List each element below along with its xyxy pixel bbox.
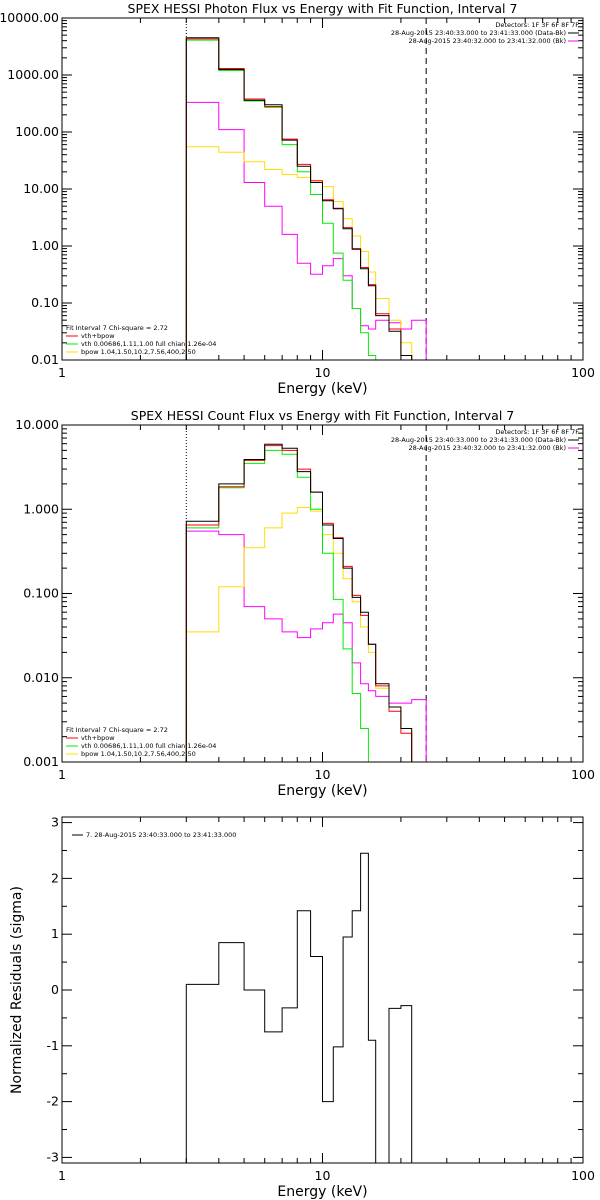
series-line-0 — [185, 443, 413, 762]
panel-1: SPEX HESSI Photon Flux vs Energy with Fi… — [0, 1, 595, 397]
y-tick-label: 0 — [51, 982, 59, 997]
y-tick-label: 10.000 — [15, 417, 59, 432]
series-line-4 — [185, 101, 427, 360]
series-line-4 — [185, 530, 427, 762]
series-line-2 — [185, 39, 377, 360]
legend-item-label: 7. 28-Aug-2015 23:40:33.000 to 23:41:33.… — [86, 831, 236, 839]
y-tick-label: 2 — [51, 870, 59, 885]
series-group — [185, 852, 413, 1163]
y-tick-label: -2 — [47, 1094, 59, 1109]
x-tick-label: 1 — [58, 365, 66, 380]
legend-item-label: vth+bpow — [81, 734, 115, 742]
legend-item-label: vth 0.00686,1.11,1.00 full chian 1.26e-0… — [81, 742, 216, 750]
series-line-0 — [185, 37, 413, 360]
y-tick-label: -3 — [47, 1149, 59, 1164]
series-line-0 — [185, 852, 413, 1163]
x-tick-label: 10 — [315, 365, 331, 380]
legend-item-label: vth 0.00686,1.11,1.00 full chian 1.26e-0… — [81, 340, 216, 348]
y-tick-label: 1.00 — [31, 238, 59, 253]
series-line-1 — [185, 445, 413, 762]
y-tick-label: 0.10 — [31, 295, 59, 310]
series-group — [185, 443, 427, 762]
legend-item-label: bpow 1.04,1.50,10.2,7.56,400,2.50 — [81, 348, 196, 356]
chart-title: SPEX HESSI Photon Flux vs Energy with Fi… — [128, 1, 518, 16]
y-tick-label: 10000.00 — [0, 10, 59, 25]
legend-header: Detectors: 1F 3F 6F 8F 7F — [495, 428, 579, 436]
y-axis-label: Normalized Residuals (sigma) — [9, 886, 25, 1094]
y-tick-label: 10.00 — [23, 181, 59, 196]
legend-item-label: 28-Aug-2015 23:40:32.000 to 23:41:32.000… — [409, 444, 566, 452]
x-tick-label: 100 — [571, 1168, 595, 1183]
legend-item-label: 28-Aug-2015 23:40:33.000 to 23:41:33.000… — [391, 436, 566, 444]
chart-title: SPEX HESSI Count Flux vs Energy with Fit… — [131, 408, 514, 423]
y-tick-label: 100.00 — [15, 124, 59, 139]
y-tick-label: 0.001 — [23, 754, 59, 769]
x-tick-label: 100 — [571, 365, 595, 380]
x-tick-label: 10 — [315, 1168, 331, 1183]
series-line-2 — [185, 449, 369, 762]
legend-item-label: 28-Aug-2015 23:40:32.000 to 23:41:32.000… — [409, 37, 566, 45]
x-tick-label: 10 — [315, 767, 331, 782]
x-tick-label: 1 — [58, 767, 66, 782]
panel-2: SPEX HESSI Count Flux vs Energy with Fit… — [15, 408, 595, 799]
y-tick-label: 0.01 — [31, 352, 59, 367]
x-axis-label: Energy (keV) — [277, 381, 367, 397]
legend-item-label: 28-Aug-2015 23:40:33.000 to 23:41:33.000… — [391, 29, 566, 37]
y-tick-label: 0.010 — [23, 670, 59, 685]
y-tick-label: 1000.00 — [7, 67, 59, 82]
y-tick-label: 1 — [51, 926, 59, 941]
x-axis-label: Energy (keV) — [277, 1184, 367, 1200]
series-line-3 — [185, 146, 427, 360]
x-axis-label: Energy (keV) — [277, 783, 367, 799]
y-tick-label: 1.000 — [23, 501, 59, 516]
y-tick-label: -1 — [47, 1038, 59, 1053]
x-tick-label: 100 — [571, 767, 595, 782]
legend-item-label: bpow 1.04,1.50,10.2,7.56,400,2.50 — [81, 750, 196, 758]
series-group — [185, 37, 427, 360]
plot-frame — [61, 424, 584, 763]
legend-title: Fit Interval 7 Chi-square = 2.72 — [66, 726, 168, 734]
series-line-3 — [185, 507, 427, 762]
legend-item-label: vth+bpow — [81, 332, 115, 340]
y-tick-label: 3 — [51, 815, 59, 830]
legend-header: Detectors: 1F 3F 6F 8F 7F — [495, 21, 579, 29]
legend-title: Fit Interval 7 Chi-square = 2.72 — [66, 324, 168, 332]
y-tick-label: 0.100 — [23, 586, 59, 601]
x-tick-label: 1 — [58, 1168, 66, 1183]
